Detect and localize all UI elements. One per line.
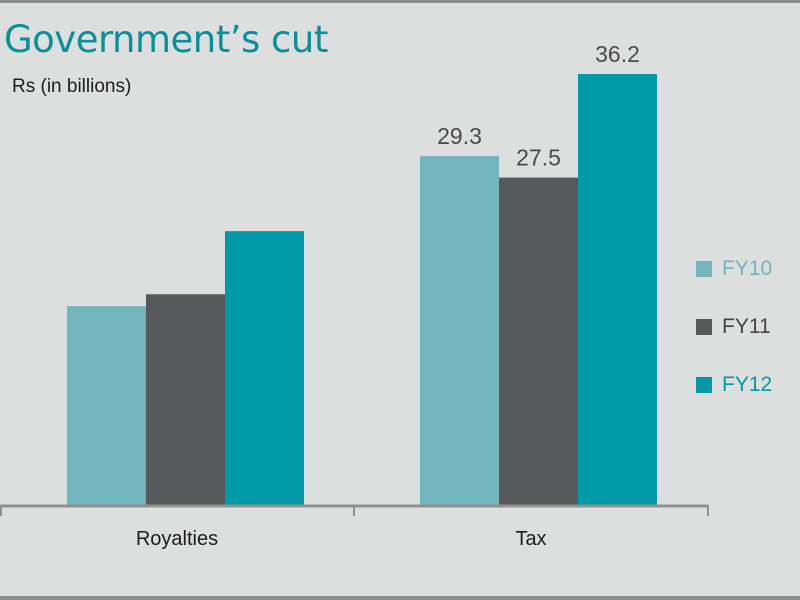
data-label: 36.2 (595, 41, 640, 67)
bar-fy12-royalties (225, 231, 304, 505)
legend-item-fy12: FY12 (696, 356, 772, 414)
top-border (0, 0, 800, 3)
bottom-border (0, 596, 800, 600)
y-axis-label: Rs (in billions) (12, 76, 132, 97)
legend-swatch (696, 261, 712, 277)
data-label: 27.5 (516, 145, 561, 171)
legend-label: FY11 (722, 315, 771, 338)
chart-title: Government’s cut (4, 18, 328, 61)
legend-label: FY12 (722, 373, 773, 396)
legend-swatch (696, 319, 712, 335)
legend: FY10 FY11 FY12 (696, 240, 772, 414)
legend-item-fy11: FY11 (696, 298, 772, 356)
bar-fy10-royalties (67, 306, 146, 505)
bar-fy11-royalties (146, 294, 225, 505)
legend-label: FY10 (722, 257, 773, 280)
legend-swatch (696, 377, 712, 393)
bar-fy11-tax (499, 177, 578, 505)
x-tick-label-tax: Tax (515, 528, 546, 550)
bar-fy10-tax (420, 156, 499, 506)
bar-fy12-tax (578, 74, 657, 505)
x-tick-label-royalties: Royalties (136, 528, 218, 550)
legend-item-fy10: FY10 (696, 240, 772, 298)
data-label: 29.3 (437, 123, 482, 149)
